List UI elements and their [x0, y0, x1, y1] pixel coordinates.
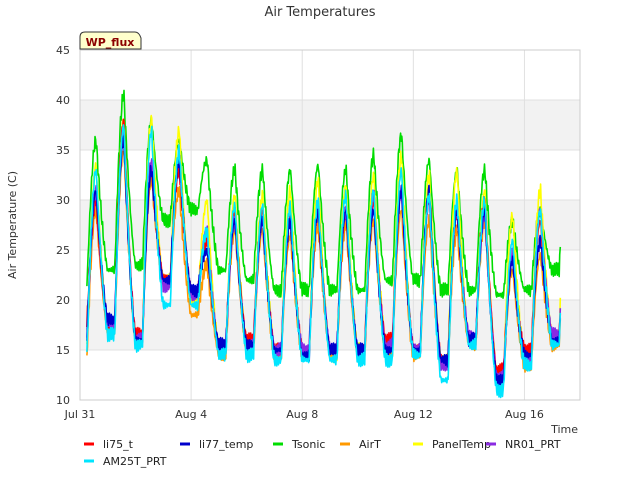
x-tick-label: Aug 4 [175, 408, 207, 421]
legend-label: PanelTemp [432, 438, 491, 451]
x-tick-label: Jul 31 [64, 408, 96, 421]
y-tick-label: 15 [56, 344, 70, 357]
series-line-tsonic [86, 89, 562, 300]
y-tick-label: 10 [56, 394, 70, 407]
legend: li75_t li77_temp Tsonic AirT PanelTemp NR01_P… [84, 438, 561, 468]
badge-shape [79, 31, 142, 50]
y-tick-label: 25 [56, 244, 70, 257]
y-tick-label: 30 [56, 194, 70, 207]
legend-item: li77_temp [180, 438, 253, 451]
y-tick-label: 35 [56, 144, 70, 157]
legend-label: li77_temp [199, 438, 253, 451]
station-badge: WP_flux [79, 31, 142, 50]
legend-label: NR01_PRT [505, 438, 561, 451]
x-tick-label: Aug 8 [286, 408, 318, 421]
legend-item: PanelTemp [413, 438, 491, 451]
x-tick-label: Aug 16 [505, 408, 544, 421]
y-tick-label: 20 [56, 294, 70, 307]
y-axis-label: Air Temperature (C) [6, 171, 19, 279]
legend-label: AM25T_PRT [103, 455, 167, 468]
series-layer [86, 89, 562, 399]
x-axis-label: Time [550, 423, 578, 436]
chart-title: Air Temperatures [264, 5, 375, 20]
background-band [80, 200, 580, 250]
x-tick-labels: Jul 31 Aug 4 Aug 8 Aug 12 Aug 16 [64, 408, 544, 421]
legend-item: li75_t [84, 438, 134, 451]
x-tick-label: Aug 12 [394, 408, 433, 421]
legend-item: AirT [340, 438, 381, 451]
background-band [80, 100, 580, 150]
legend-label: AirT [359, 438, 381, 451]
series-line-am25t-prt [86, 124, 562, 399]
y-tick-label: 45 [56, 44, 70, 57]
legend-label: Tsonic [291, 438, 325, 451]
y-tick-labels: 10 15 20 25 30 35 40 45 [56, 44, 70, 407]
legend-item: Tsonic [273, 438, 325, 451]
badge-label: WP_flux [86, 36, 135, 49]
plot-background-bands [80, 100, 580, 350]
plot-frame [79, 49, 581, 401]
legend-item: NR01_PRT [486, 438, 561, 451]
legend-item: AM25T_PRT [84, 455, 167, 468]
legend-label: li75_t [103, 438, 134, 451]
y-tick-label: 40 [56, 94, 70, 107]
